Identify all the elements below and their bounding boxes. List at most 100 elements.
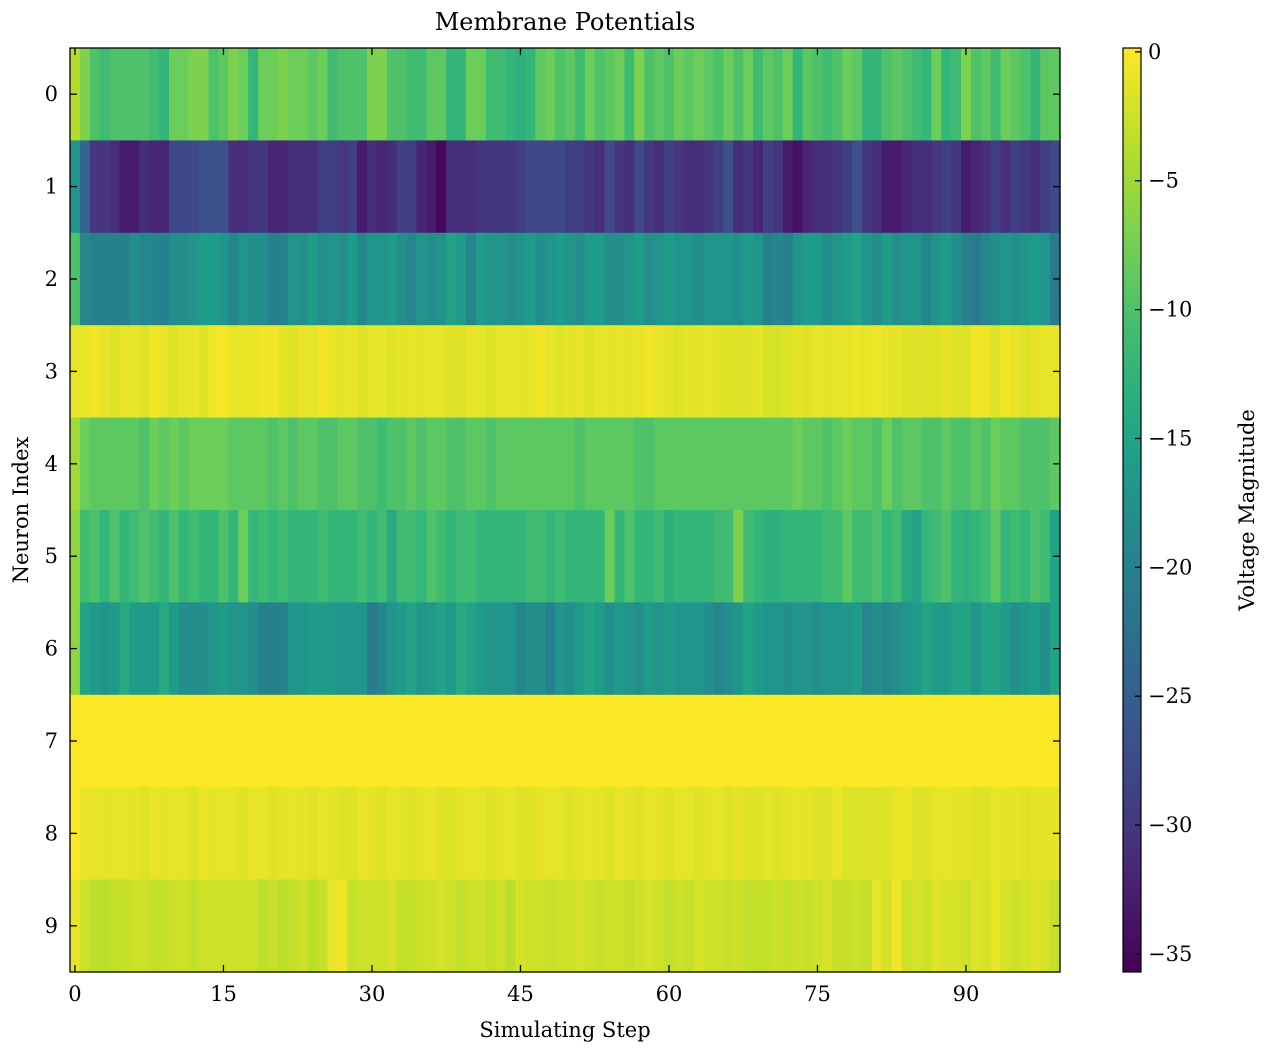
colorbar-tick-label: 0: [1148, 40, 1161, 64]
heatmap-cell: [594, 417, 606, 511]
heatmap-cell: [376, 602, 388, 696]
heatmap-cell: [733, 48, 744, 141]
heatmap-cell: [822, 879, 833, 973]
heatmap-cell: [763, 879, 774, 973]
heatmap-cell: [79, 694, 91, 788]
heatmap-cell: [317, 140, 328, 234]
heatmap-cell: [951, 325, 962, 419]
heatmap-cell: [951, 879, 962, 973]
heatmap-cell: [911, 510, 922, 603]
heatmap-cell: [307, 48, 319, 141]
heatmap-cell: [287, 48, 299, 141]
heatmap-cell: [426, 232, 437, 326]
heatmap-cell: [713, 879, 724, 973]
heatmap-cell: [367, 417, 378, 511]
heatmap-cell: [614, 694, 625, 788]
heatmap-cell: [673, 232, 685, 326]
heatmap-cell: [970, 602, 982, 696]
heatmap-cell: [406, 325, 418, 419]
heatmap-cell: [119, 787, 130, 881]
heatmap-cell: [990, 879, 1002, 973]
heatmap-cell: [119, 232, 130, 326]
heatmap-cell: [584, 510, 596, 603]
heatmap-cell: [297, 417, 309, 511]
heatmap-cell: [386, 879, 398, 973]
heatmap-cell: [822, 417, 833, 511]
heatmap-cell: [307, 879, 319, 973]
heatmap-cell: [683, 879, 695, 973]
heatmap-cell: [169, 787, 180, 881]
heatmap-cell: [951, 602, 962, 696]
heatmap-cell: [475, 510, 487, 603]
heatmap-cell: [347, 879, 358, 973]
heatmap-cell: [733, 232, 744, 326]
heatmap-cell: [1000, 232, 1012, 326]
heatmap-cell: [485, 879, 497, 973]
heatmap-cell: [832, 879, 843, 973]
heatmap-cell: [287, 325, 299, 419]
heatmap-cell: [109, 232, 121, 326]
heatmap-cell: [367, 140, 378, 234]
heatmap-cell: [258, 417, 269, 511]
heatmap-cell: [99, 232, 111, 326]
heatmap-cell: [149, 787, 160, 881]
heatmap-cell: [297, 232, 309, 326]
heatmap-cell: [545, 417, 556, 511]
heatmap-cell: [673, 325, 685, 419]
heatmap-cell: [911, 879, 922, 973]
heatmap-cell: [584, 232, 596, 326]
heatmap-cell: [307, 602, 319, 696]
heatmap-cell: [970, 417, 982, 511]
heatmap-cell: [406, 417, 418, 511]
heatmap-cell: [327, 48, 338, 141]
heatmap-cell: [169, 602, 180, 696]
x-axis-label: Simulating Step: [479, 1018, 650, 1042]
heatmap-cell: [881, 787, 893, 881]
heatmap-cell: [317, 602, 328, 696]
heatmap-cell: [436, 602, 447, 696]
heatmap-cell: [763, 417, 774, 511]
heatmap-cell: [763, 694, 774, 788]
heatmap-cell: [396, 325, 408, 419]
heatmap-cell: [208, 48, 220, 141]
y-tick-label: 5: [45, 544, 58, 568]
heatmap-cell: [307, 694, 319, 788]
heatmap-cell: [990, 510, 1002, 603]
heatmap-cell: [109, 325, 121, 419]
heatmap-cell: [574, 417, 586, 511]
heatmap-cell: [951, 417, 962, 511]
heatmap-cell: [188, 48, 200, 141]
heatmap-cell: [178, 787, 190, 881]
heatmap-cell: [367, 510, 378, 603]
heatmap-cell: [1000, 140, 1012, 234]
heatmap-cell: [911, 140, 922, 234]
heatmap-cell: [664, 694, 675, 788]
heatmap-cell: [832, 417, 843, 511]
heatmap-cell: [416, 787, 427, 881]
heatmap-cell: [693, 48, 705, 141]
heatmap-cell: [1020, 694, 1031, 788]
heatmap-cell: [129, 879, 140, 973]
heatmap-cell: [852, 325, 863, 419]
heatmap-cell: [535, 510, 546, 603]
heatmap-cell: [921, 694, 932, 788]
heatmap-cell: [782, 48, 794, 141]
heatmap-cell: [376, 325, 388, 419]
heatmap-cell: [515, 140, 526, 234]
heatmap-cell: [693, 232, 705, 326]
heatmap-cell: [149, 879, 160, 973]
heatmap-cell: [406, 48, 418, 141]
heatmap-cell: [723, 140, 734, 234]
heatmap-cell: [208, 325, 220, 419]
heatmap-cell: [574, 602, 586, 696]
heatmap-cell: [416, 602, 427, 696]
heatmap-cell: [327, 325, 338, 419]
heatmap-cell: [881, 232, 893, 326]
heatmap-cell: [198, 510, 210, 603]
heatmap-cell: [258, 48, 269, 141]
heatmap-cell: [990, 417, 1002, 511]
heatmap-cell: [525, 787, 536, 881]
heatmap-cell: [119, 510, 130, 603]
heatmap-cell: [911, 602, 922, 696]
heatmap-cell: [743, 602, 754, 696]
